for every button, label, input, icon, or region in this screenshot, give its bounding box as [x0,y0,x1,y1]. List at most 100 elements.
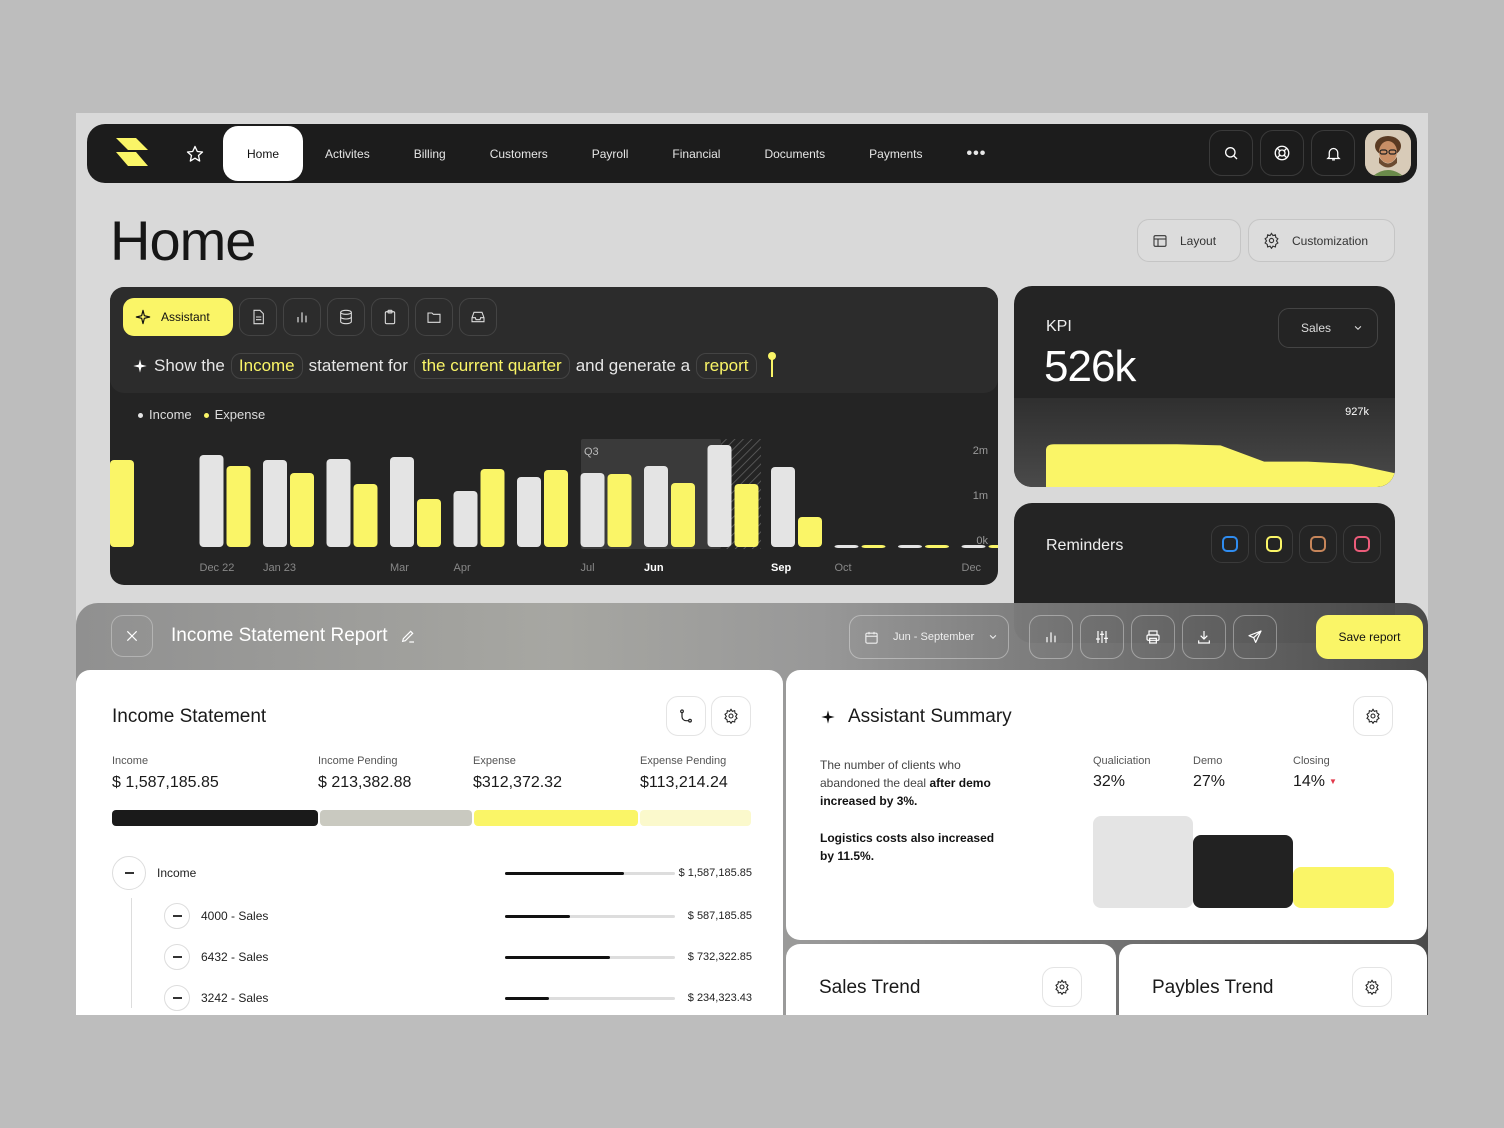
stat-expense-pending-label: Expense Pending [640,755,727,767]
search-button[interactable] [1209,130,1253,176]
stat-income-value: $ 1,587,185.85 [112,774,219,791]
row-label: 3242 - Sales [201,991,269,1005]
branch-button[interactable] [666,696,706,736]
chart-tool[interactable] [283,298,321,336]
nav-payroll[interactable]: Payroll [591,146,629,161]
income-statement-card: Income Statement Income $ 1,587,185.85 I… [76,670,783,1015]
print-button[interactable] [1131,615,1175,659]
prompt-chip-income[interactable]: Income [230,353,303,379]
tree-row-4000: 4000 - Sales $ 587,185.85 [164,903,752,929]
page-title: Home [110,209,256,272]
breakdown-segment [319,810,472,826]
tree-row-income: Income $ 1,587,185.85 [112,856,752,890]
settings-button[interactable] [1042,967,1082,1007]
avatar[interactable] [1365,130,1411,176]
bar-income [771,467,795,547]
reminder-color-filter[interactable] [1211,525,1249,563]
filter-button[interactable] [1080,615,1124,659]
layout-button[interactable]: Layout [1137,219,1241,262]
collapse-button[interactable] [112,856,146,890]
stat-income-pending-label: Income Pending [318,755,398,767]
x-tick-label: Jun [644,562,664,574]
row-progress [505,955,675,959]
y-tick-label: 1m [973,490,988,502]
inbox-tool[interactable] [459,298,497,336]
row-amount: $ 732,322.85 [687,951,752,963]
send-button[interactable] [1233,615,1277,659]
nav-home[interactable]: Home [223,126,304,181]
more-icon[interactable]: ••• [966,144,987,162]
metric-qualification-label: Qualiciation [1093,755,1151,767]
prompt-chip-period[interactable]: the current quarter [413,353,570,379]
bar-expense [544,470,568,547]
prompt-chip-report[interactable]: report [696,353,757,379]
nav-payments[interactable]: Payments [869,146,923,161]
printer-icon [1146,630,1160,644]
tree-row-3242: 3242 - Sales $ 234,323.43 [164,985,752,1011]
collapse-button[interactable] [164,944,190,970]
metric-closing-label: Closing [1293,755,1330,767]
legend-income: Income [138,407,192,422]
legend-expense: Expense [203,407,265,422]
chart-view-button[interactable] [1029,615,1073,659]
date-range-picker[interactable]: Jun - September [849,615,1009,659]
bar-income [453,491,478,547]
assistant-summary-title: Assistant Summary [820,706,1012,728]
download-button[interactable] [1182,615,1226,659]
stat-expense-label: Expense [473,755,516,767]
download-icon [1198,631,1210,644]
nav-activites[interactable]: Activites [325,146,370,161]
reminder-color-filter[interactable] [1343,525,1381,563]
stat-income-pending-value: $ 213,382.88 [318,774,412,791]
sliders-icon [1096,631,1108,643]
assistant-panel: Assistant [110,287,998,585]
row-progress [505,871,675,875]
collapse-button[interactable] [164,903,190,929]
clipboard-tool[interactable] [371,298,409,336]
reminder-color-filter[interactable] [1299,525,1337,563]
kpi-metric-select[interactable]: Sales [1278,308,1378,348]
metric-qualification-value: 32% [1093,773,1126,790]
nav-customers[interactable]: Customers [489,146,548,161]
row-amount: $ 234,323.43 [687,992,752,1004]
assistant-button[interactable]: Assistant [123,298,233,336]
help-button[interactable] [1260,130,1304,176]
report-panel: Income Statement Report Jun - September [76,603,1428,1015]
kpi-trend-area [1046,444,1395,487]
stat-expense-pending-value: $113,214.24 [640,774,728,791]
summary-insight-2: Logistics costs also increased by 11.5%. [820,831,995,863]
gear-icon [1055,979,1069,995]
notifications-button[interactable] [1311,130,1355,176]
close-icon [126,630,138,642]
folder-tool[interactable] [415,298,453,336]
settings-button[interactable] [1352,967,1392,1007]
close-button[interactable] [111,615,153,657]
kpi-card: KPI 526k Sales 927k [1014,286,1395,487]
bar-expense [734,484,759,547]
metric-block-qualification [1093,816,1193,908]
star-icon[interactable] [185,144,205,164]
settings-button[interactable] [711,696,751,736]
nav-documents[interactable]: Documents [764,146,826,161]
logo[interactable] [114,138,150,170]
collapse-button[interactable] [164,985,190,1011]
calendar-icon [865,631,878,644]
edit-icon[interactable] [400,628,416,644]
chevron-down-icon [990,634,997,639]
database-tool[interactable] [327,298,365,336]
save-report-button[interactable]: Save report [1316,615,1423,659]
bar-expense [925,545,949,548]
sparkle-icon [821,710,835,724]
assistant-prompt[interactable]: Show the Income statement for the curren… [132,352,776,379]
bar-expense [988,545,998,548]
nav-billing[interactable]: Billing [413,146,446,161]
customization-button[interactable]: Customization [1248,219,1395,262]
x-tick-label: Jul [581,562,595,574]
sales-trend-title: Sales Trend [819,977,921,998]
settings-button[interactable] [1353,696,1393,736]
folder-icon [427,312,441,323]
top-nav: Home Activites Billing Customers Payroll… [87,124,1417,183]
nav-financial[interactable]: Financial [672,146,721,161]
reminder-color-filter[interactable] [1255,525,1293,563]
document-tool[interactable] [239,298,277,336]
